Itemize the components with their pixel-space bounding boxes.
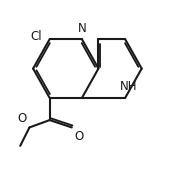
Text: O: O	[75, 130, 84, 143]
Text: N: N	[77, 22, 86, 34]
Text: NH: NH	[120, 80, 138, 93]
Text: O: O	[17, 112, 27, 125]
Text: Cl: Cl	[31, 30, 42, 43]
